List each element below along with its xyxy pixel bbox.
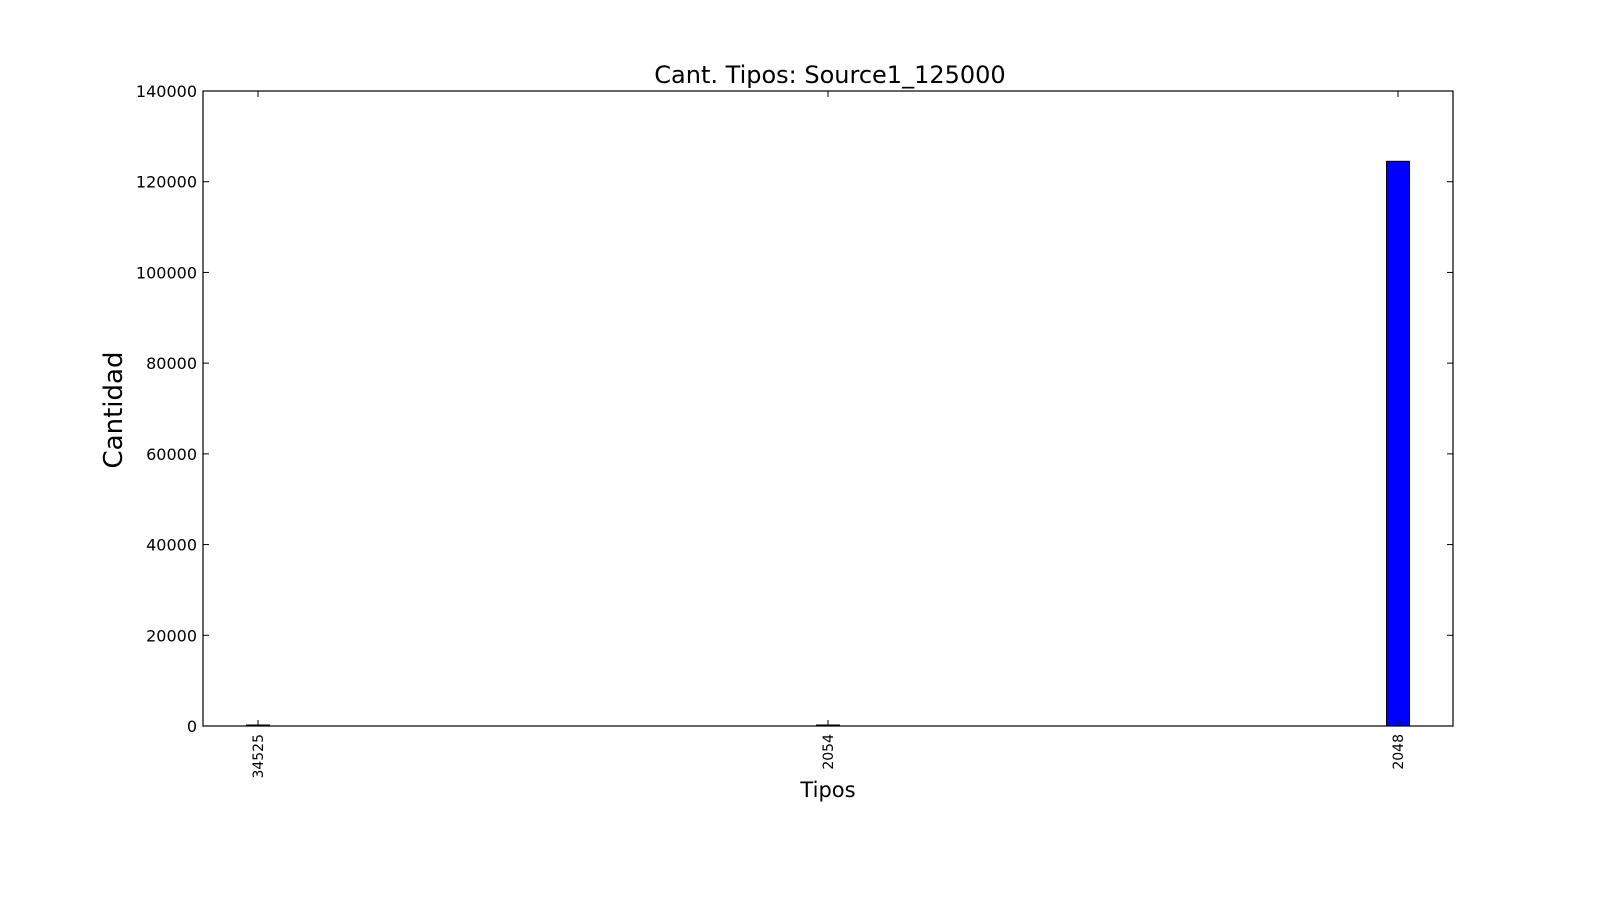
x-tick-label: 2054 [821, 734, 837, 770]
y-axis-label: Cantidad [99, 352, 129, 469]
y-tick-label: 140000 [136, 82, 197, 101]
x-tick-label: 2048 [1391, 734, 1407, 770]
y-tick-label: 60000 [146, 445, 197, 464]
y-tick-label: 80000 [146, 354, 197, 373]
x-tick-label: 34525 [251, 734, 267, 779]
plot-area: 0 20000 40000 60000 80000 100000 120000 140000 3… [136, 82, 1454, 779]
y-tick-label: 40000 [146, 536, 197, 555]
y-tick-label: 0 [187, 717, 197, 736]
y-tick-label: 20000 [146, 626, 197, 645]
bar-2048 [1386, 160, 1410, 727]
y-tick-label: 120000 [136, 173, 197, 192]
x-axis-label: Tipos [799, 778, 855, 802]
y-tick-label: 100000 [136, 263, 197, 282]
chart-title: Cant. Tipos: Source1_125000 [654, 61, 1005, 89]
